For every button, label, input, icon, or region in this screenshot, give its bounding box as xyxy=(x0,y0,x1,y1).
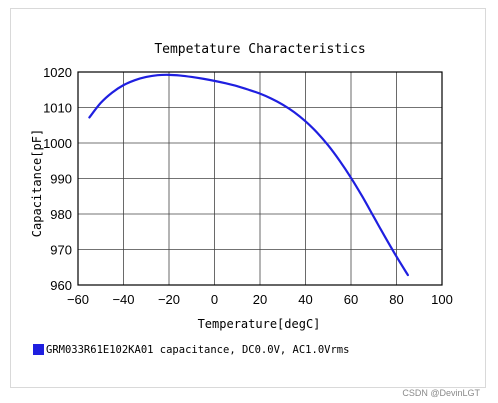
x-tick-label: 80 xyxy=(389,292,403,307)
x-tick-label: −20 xyxy=(158,292,180,307)
chart-frame xyxy=(10,8,486,388)
y-tick-label: 960 xyxy=(50,278,72,293)
y-tick-label: 1000 xyxy=(43,136,72,151)
y-tick-label: 990 xyxy=(50,172,72,187)
x-axis-label: Temperature[degC] xyxy=(198,317,321,331)
x-tick-label: 40 xyxy=(298,292,312,307)
legend: GRM033R61E102KA01 capacitance, DC0.0V, A… xyxy=(33,344,349,356)
plot-border xyxy=(77,71,443,286)
y-tick-label: 1010 xyxy=(43,101,72,116)
x-tick-label: 100 xyxy=(431,292,453,307)
x-tick-label: 60 xyxy=(344,292,358,307)
legend-swatch xyxy=(33,344,44,355)
y-tick-label: 970 xyxy=(50,243,72,258)
y-tick-label: 1020 xyxy=(43,65,72,80)
watermark: CSDN @DevinLGT xyxy=(402,388,480,398)
chart-title: Tempetature Characteristics xyxy=(154,42,365,57)
y-tick-labels: 960 970 980 990 1000 1010 1020 xyxy=(43,65,72,293)
x-tick-label: −40 xyxy=(112,292,134,307)
grid xyxy=(77,71,443,286)
y-axis-label: Capacitance[pF] xyxy=(30,129,44,237)
series-line xyxy=(88,73,409,277)
x-tick-label: 0 xyxy=(211,292,218,307)
x-tick-label: −60 xyxy=(67,292,89,307)
y-tick-label: 980 xyxy=(50,207,72,222)
legend-entry: GRM033R61E102KA01 capacitance, DC0.0V, A… xyxy=(46,344,349,356)
x-tick-labels: −60 −40 −20 0 20 40 60 80 100 xyxy=(67,292,453,307)
x-tick-label: 20 xyxy=(253,292,267,307)
